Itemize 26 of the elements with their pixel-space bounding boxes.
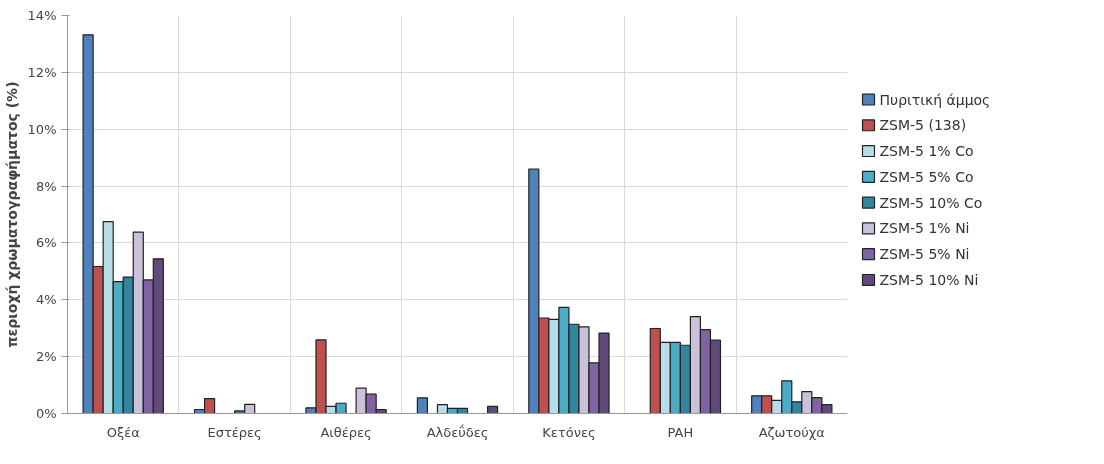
x-tick-label: Αλδεΰδες [426,423,489,440]
x-tick-label: Αιθέρες [320,424,372,440]
bar [416,397,429,414]
legend-label: ZSM-5 5% Co [879,168,974,185]
y-tick-label: 6% [35,235,57,251]
x-tick-label: PAH [667,424,694,440]
bar [486,405,499,414]
legend-label: ZSM-5 1% Ni [879,220,970,237]
y-tick-label: 12% [27,64,57,80]
x-tick-label: Οξέα [106,424,140,440]
x-tick-label: Κετόνες [542,424,596,440]
legend-label: ZSM-5 10% Co [879,194,983,211]
y-tick-label: 4% [35,292,57,308]
legend-label: ZSM-5 10% Ni [879,271,979,288]
y-tick-label: 0% [35,406,57,421]
legend-label: ZSM-5 (138) [879,117,967,134]
y-tick-label: 10% [27,121,57,137]
y-axis-title: περιοχή χρωματογραφήματος (%) [3,81,20,348]
y-tick-label: 2% [35,349,57,365]
y-tick-label: 8% [35,178,57,194]
y-tick-label: 14% [27,8,57,23]
x-tick-label: Αζωτούχα [758,424,825,440]
legend-label: Πυριτική άμμος [879,91,991,108]
legend-label: ZSM-5 5% Ni [879,246,970,263]
x-tick-label: Εστέρες [207,424,262,440]
legend-label: ZSM-5 1% Co [879,143,974,160]
